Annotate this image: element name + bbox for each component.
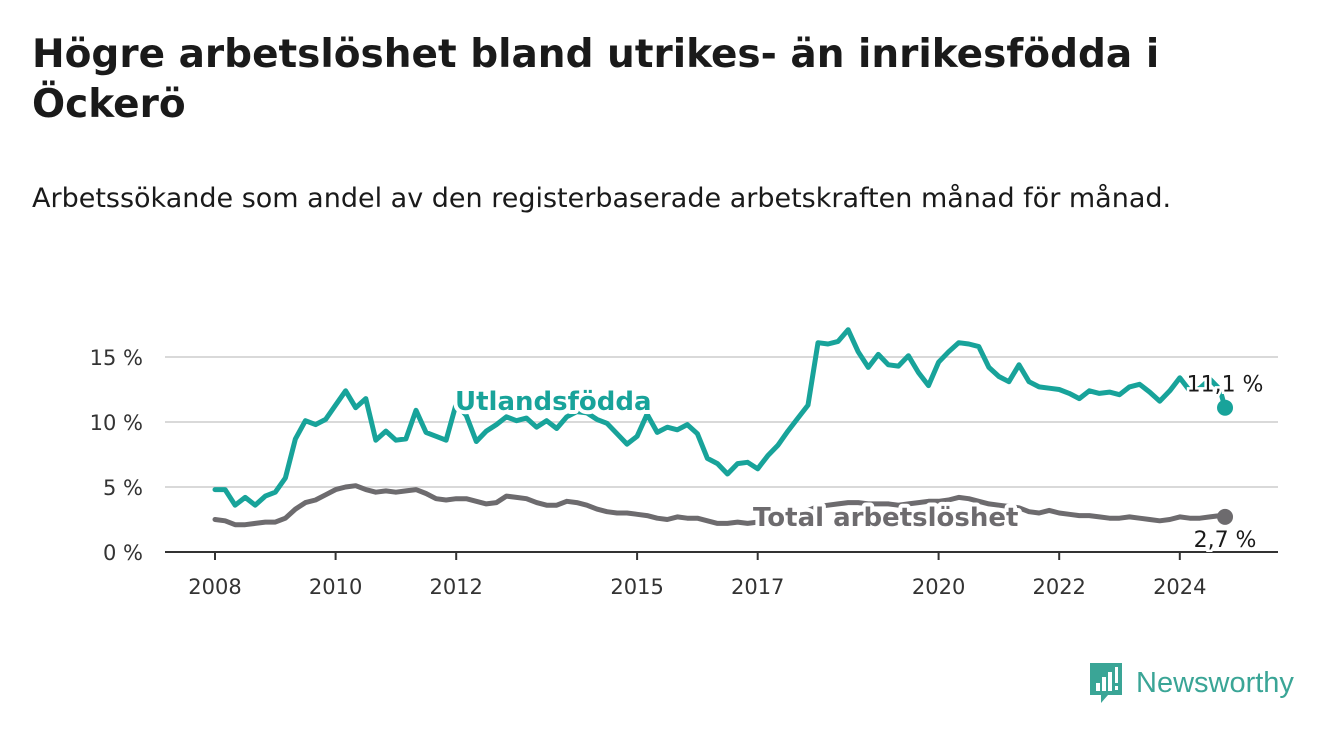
series-end-dot-1 <box>1217 508 1234 525</box>
x-tick-label: 2017 <box>731 575 784 599</box>
y-tick-label: 10 % <box>90 411 143 435</box>
y-tick-label: 5 % <box>103 476 143 500</box>
y-tick-label: 0 % <box>103 541 143 565</box>
series-end-label-1: 2,7 % <box>1194 528 1257 553</box>
newsworthy-brand: Newsworthy <box>1088 660 1294 706</box>
series-line-0 <box>212 327 1228 508</box>
x-tick-label: 2015 <box>610 575 663 599</box>
x-tick-label: 2024 <box>1153 575 1206 599</box>
y-tick-label: 15 % <box>90 346 143 370</box>
x-tick-label: 2020 <box>912 575 965 599</box>
x-tick-label: 2012 <box>429 575 482 599</box>
series-name-label-1: Total arbetslöshet <box>753 503 1018 533</box>
series-line-1 <box>212 483 1228 528</box>
brand-name: Newsworthy <box>1136 666 1294 699</box>
chart-labels: 15 % 10 % 5 % 0 % 2008 2010 2012 2015 2017 2020 20… <box>90 346 1266 599</box>
series-end-label-0: 11,1 % <box>1187 373 1264 398</box>
x-tick-label: 2022 <box>1032 575 1085 599</box>
x-tick-label: 2010 <box>309 575 362 599</box>
bar-chart-alert-icon <box>1090 663 1122 703</box>
chart-series <box>212 327 1234 528</box>
chart-gridlines <box>165 356 1278 560</box>
chart-title: Högre arbetslöshet bland utrikes- än inr… <box>32 32 1160 127</box>
series-name-label-0: Utlandsfödda <box>455 387 652 417</box>
x-tick-label: 2008 <box>188 575 241 599</box>
chart-subtitle: Arbetssökande som andel av den registerb… <box>32 183 1172 214</box>
series-end-dot-0 <box>1217 399 1234 416</box>
line-chart: 15 % 10 % 5 % 0 % 2008 2010 2012 2015 2017 2020 20… <box>90 327 1278 599</box>
